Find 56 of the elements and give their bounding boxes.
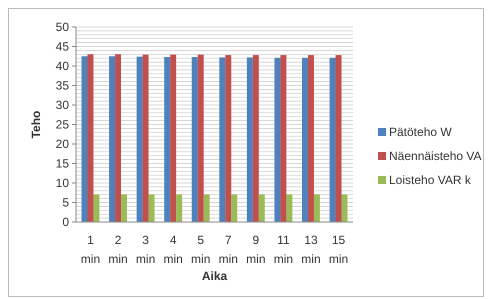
bar xyxy=(198,54,204,222)
x-tick-label: 2 min xyxy=(108,233,128,266)
bar xyxy=(87,54,94,222)
bar xyxy=(314,194,320,222)
y-tick-label: 25 xyxy=(56,118,70,132)
bar xyxy=(280,55,286,222)
x-axis-title: Aika xyxy=(202,269,228,283)
bar xyxy=(330,58,336,222)
bar xyxy=(170,54,176,222)
bar xyxy=(231,194,238,222)
bar xyxy=(109,56,116,222)
y-tick-label: 5 xyxy=(62,196,70,210)
x-tick-label: 3 min xyxy=(136,233,156,266)
bar xyxy=(192,57,198,222)
bar xyxy=(142,54,149,222)
x-tick-label: 4 min xyxy=(163,233,183,266)
legend-label: Pätöteho W xyxy=(389,125,452,140)
bar xyxy=(246,57,253,222)
x-tick-label: 15 min xyxy=(328,233,348,266)
bar xyxy=(225,55,232,222)
bar xyxy=(121,194,127,222)
y-tick-label: 20 xyxy=(56,137,70,152)
bar xyxy=(136,56,143,222)
bar xyxy=(219,57,226,222)
bar xyxy=(308,55,314,222)
y-tick-label: 50 xyxy=(56,20,70,34)
x-tick-label: 1 min xyxy=(80,233,100,266)
legend-label: Loisteho VAR k xyxy=(389,173,472,188)
y-axis-title: Teho xyxy=(29,110,43,138)
bar xyxy=(115,54,122,222)
legend-label: Näennäisteho VA xyxy=(389,149,482,164)
bar xyxy=(93,194,100,222)
bar xyxy=(258,194,265,222)
y-tick-label: 40 xyxy=(56,59,70,74)
bar xyxy=(148,194,155,222)
x-tick-label: 13 min xyxy=(301,233,321,266)
bar xyxy=(302,58,308,222)
bar xyxy=(176,194,182,222)
bar xyxy=(286,194,292,222)
bar xyxy=(274,58,280,222)
y-tick-label: 35 xyxy=(56,78,70,93)
bar xyxy=(204,194,210,222)
bar xyxy=(342,194,348,222)
y-tick-label: 15 xyxy=(56,156,70,171)
y-tick-label: 45 xyxy=(56,40,70,54)
bar xyxy=(82,56,88,222)
y-tick-label: 10 xyxy=(56,176,70,190)
x-tick-label: 11 min xyxy=(274,233,294,266)
x-tick-label: 5 min xyxy=(191,233,210,266)
bar xyxy=(336,55,342,222)
y-tick-label: 0 xyxy=(62,215,70,230)
x-tick-label: 9 min xyxy=(246,233,266,266)
x-tick-label: 7 min xyxy=(218,233,238,266)
bar xyxy=(252,55,259,222)
y-tick-label: 30 xyxy=(56,98,70,112)
bar xyxy=(164,57,170,222)
